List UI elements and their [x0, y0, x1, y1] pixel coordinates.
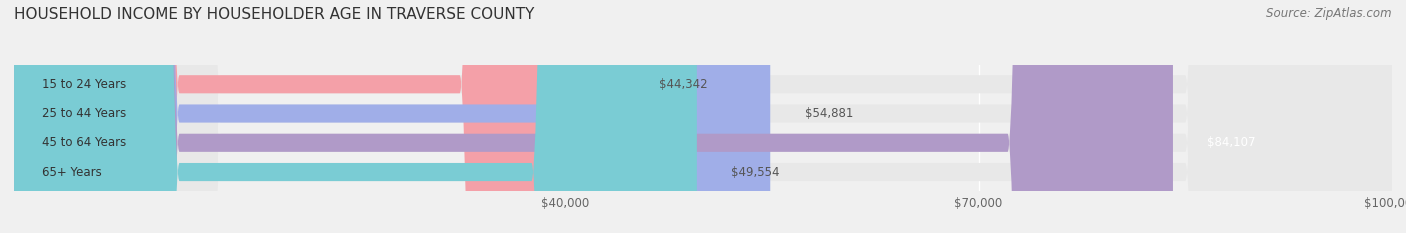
Text: $44,342: $44,342	[659, 78, 709, 91]
Text: Source: ZipAtlas.com: Source: ZipAtlas.com	[1267, 7, 1392, 20]
FancyBboxPatch shape	[14, 0, 626, 233]
FancyBboxPatch shape	[14, 0, 1392, 233]
FancyBboxPatch shape	[14, 0, 1173, 233]
FancyBboxPatch shape	[14, 0, 1392, 233]
Text: 45 to 64 Years: 45 to 64 Years	[42, 136, 127, 149]
FancyBboxPatch shape	[14, 0, 1392, 233]
Text: HOUSEHOLD INCOME BY HOUSEHOLDER AGE IN TRAVERSE COUNTY: HOUSEHOLD INCOME BY HOUSEHOLDER AGE IN T…	[14, 7, 534, 22]
Text: $54,881: $54,881	[804, 107, 853, 120]
Text: $84,107: $84,107	[1208, 136, 1256, 149]
FancyBboxPatch shape	[14, 0, 697, 233]
Text: 65+ Years: 65+ Years	[42, 165, 101, 178]
Text: 15 to 24 Years: 15 to 24 Years	[42, 78, 127, 91]
FancyBboxPatch shape	[14, 0, 1392, 233]
Text: 25 to 44 Years: 25 to 44 Years	[42, 107, 127, 120]
Text: $49,554: $49,554	[731, 165, 780, 178]
FancyBboxPatch shape	[14, 0, 770, 233]
